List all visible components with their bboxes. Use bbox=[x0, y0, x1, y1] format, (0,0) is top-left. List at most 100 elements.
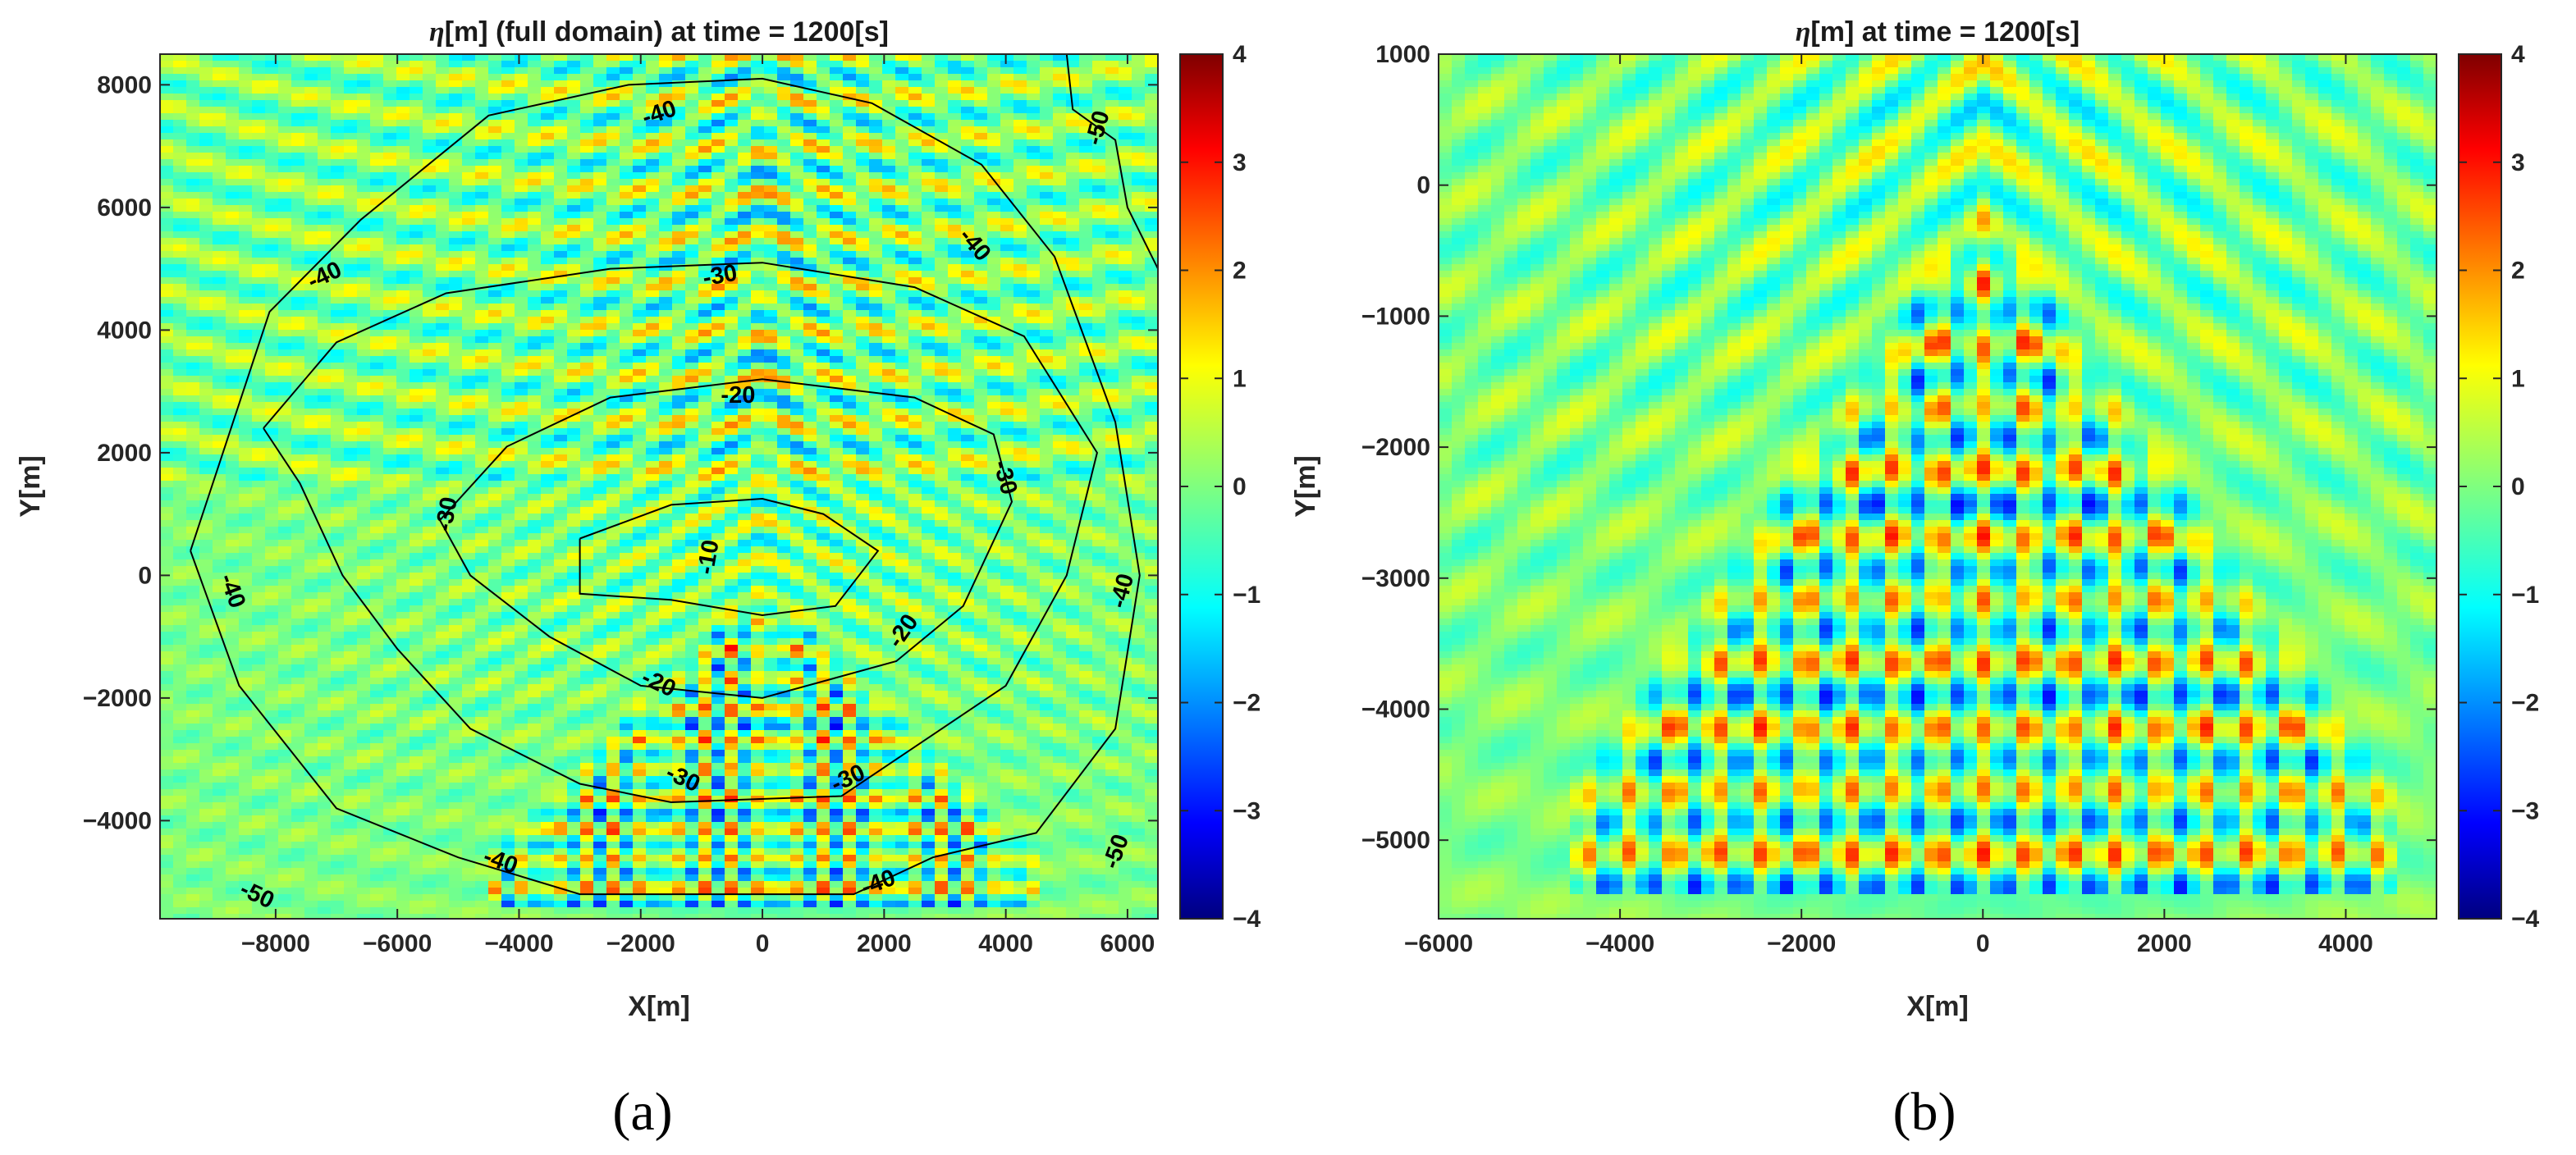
heatmap-cell bbox=[830, 251, 844, 258]
heatmap-cell bbox=[593, 415, 607, 422]
heatmap-cell bbox=[711, 94, 725, 101]
heatmap-cell bbox=[593, 402, 607, 409]
heatmap-cell bbox=[528, 415, 542, 422]
heatmap-cell bbox=[738, 441, 752, 449]
heatmap-cell bbox=[475, 415, 489, 422]
heatmap-cell bbox=[1119, 107, 1132, 114]
heatmap-cell bbox=[659, 415, 673, 422]
heatmap-cell bbox=[843, 323, 857, 331]
heatmap-cell bbox=[935, 310, 949, 317]
heatmap-cell bbox=[659, 205, 673, 212]
heatmap-cell bbox=[239, 80, 253, 88]
heatmap-cell bbox=[1053, 231, 1067, 239]
heatmap-cell bbox=[659, 323, 673, 331]
heatmap-cell bbox=[738, 271, 752, 278]
heatmap-cell bbox=[528, 330, 542, 337]
heatmap-cell bbox=[213, 448, 226, 455]
heatmap-cell bbox=[515, 153, 528, 160]
heatmap-cell bbox=[199, 336, 213, 344]
heatmap-cell bbox=[830, 172, 844, 180]
heatmap-cell bbox=[764, 284, 778, 291]
heatmap-cell bbox=[173, 94, 187, 101]
heatmap-cell bbox=[410, 343, 423, 350]
heatmap-cell bbox=[711, 113, 725, 121]
heatmap-cell bbox=[987, 343, 1001, 350]
heatmap-cell bbox=[475, 454, 489, 462]
heatmap-cell bbox=[567, 120, 581, 127]
heatmap-cell bbox=[922, 382, 936, 390]
heatmap-cell bbox=[501, 284, 515, 291]
heatmap-cell bbox=[462, 133, 476, 140]
heatmap-cell bbox=[1119, 238, 1132, 245]
heatmap-cell bbox=[370, 409, 384, 416]
heatmap-cell bbox=[1066, 323, 1080, 331]
heatmap-cell bbox=[423, 205, 437, 212]
heatmap-cell bbox=[541, 199, 555, 206]
heatmap-cell bbox=[1027, 238, 1041, 245]
heatmap-cell bbox=[987, 448, 1001, 455]
heatmap-cell bbox=[606, 376, 620, 383]
heatmap-cell bbox=[318, 212, 332, 219]
heatmap-cell bbox=[830, 166, 844, 173]
heatmap-cell bbox=[606, 225, 620, 232]
heatmap-cell bbox=[869, 244, 883, 252]
heatmap-cell bbox=[606, 395, 620, 403]
heatmap-cell bbox=[331, 100, 345, 107]
heatmap-cell bbox=[764, 199, 778, 206]
heatmap-cell bbox=[830, 133, 844, 140]
heatmap-cell bbox=[1027, 225, 1041, 232]
heatmap-cell bbox=[593, 126, 607, 134]
heatmap-cell bbox=[173, 448, 187, 455]
heatmap-cell bbox=[698, 225, 712, 232]
heatmap-cell bbox=[475, 94, 489, 101]
heatmap-cell bbox=[226, 258, 240, 265]
heatmap-cell bbox=[790, 363, 804, 370]
heatmap-cell bbox=[186, 94, 200, 101]
heatmap-cell bbox=[1066, 61, 1080, 68]
heatmap-cell bbox=[738, 74, 752, 81]
heatmap-cell bbox=[751, 389, 765, 396]
heatmap-cell bbox=[987, 336, 1001, 344]
heatmap-cell bbox=[488, 415, 502, 422]
heatmap-cell bbox=[790, 212, 804, 219]
heatmap-cell bbox=[620, 369, 634, 377]
heatmap-cell bbox=[173, 139, 187, 147]
heatmap-cell bbox=[974, 185, 988, 193]
heatmap-cell bbox=[633, 454, 647, 462]
heatmap-cell bbox=[948, 251, 962, 258]
heatmap-cell bbox=[633, 218, 647, 226]
heatmap-cell bbox=[1132, 290, 1146, 298]
heatmap-cell bbox=[1145, 389, 1158, 396]
heatmap-cell bbox=[1105, 244, 1119, 252]
heatmap-cell bbox=[606, 107, 620, 114]
heatmap-cell bbox=[1119, 461, 1132, 468]
heatmap-cell bbox=[935, 212, 949, 219]
heatmap-cell bbox=[711, 153, 725, 160]
heatmap-cell bbox=[370, 277, 384, 285]
heatmap-cell bbox=[554, 218, 568, 226]
heatmap-cell bbox=[1145, 67, 1158, 75]
heatmap-cell bbox=[895, 461, 909, 468]
heatmap-cell bbox=[1040, 474, 1054, 482]
heatmap-cell bbox=[1132, 54, 1146, 62]
heatmap-cell bbox=[344, 146, 358, 153]
heatmap-cell bbox=[1040, 271, 1054, 278]
heatmap-cell bbox=[751, 468, 765, 475]
heatmap-cell bbox=[1105, 80, 1119, 88]
heatmap-cell bbox=[291, 199, 305, 206]
heatmap-cell bbox=[291, 481, 305, 488]
heatmap-cell bbox=[987, 133, 1001, 140]
heatmap-cell bbox=[711, 100, 725, 107]
heatmap-cell bbox=[790, 395, 804, 403]
heatmap-cell bbox=[790, 382, 804, 390]
heatmap-cell bbox=[908, 369, 922, 377]
heatmap-cell bbox=[620, 67, 634, 75]
heatmap-cell bbox=[830, 277, 844, 285]
heatmap-cell bbox=[1000, 323, 1014, 331]
heatmap-cell bbox=[383, 225, 397, 232]
heatmap-cell bbox=[935, 290, 949, 298]
heatmap-cell bbox=[777, 172, 791, 180]
heatmap-cell bbox=[410, 146, 423, 153]
heatmap-cell bbox=[725, 330, 739, 337]
heatmap-cell bbox=[1040, 310, 1054, 317]
